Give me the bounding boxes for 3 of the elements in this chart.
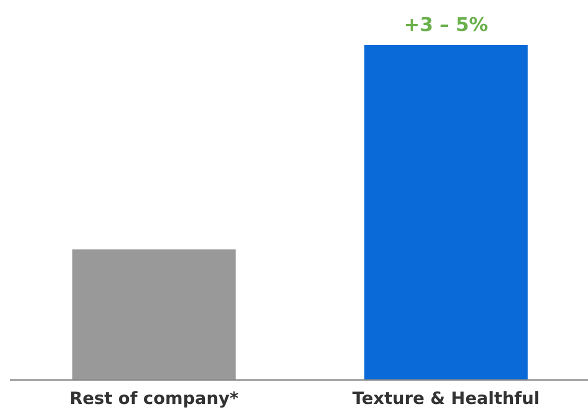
x-tick-label: Rest of company* (70, 389, 239, 409)
text: +3 – 5% (404, 14, 488, 36)
x-tick-label: Texture & Healthful (352, 389, 540, 409)
